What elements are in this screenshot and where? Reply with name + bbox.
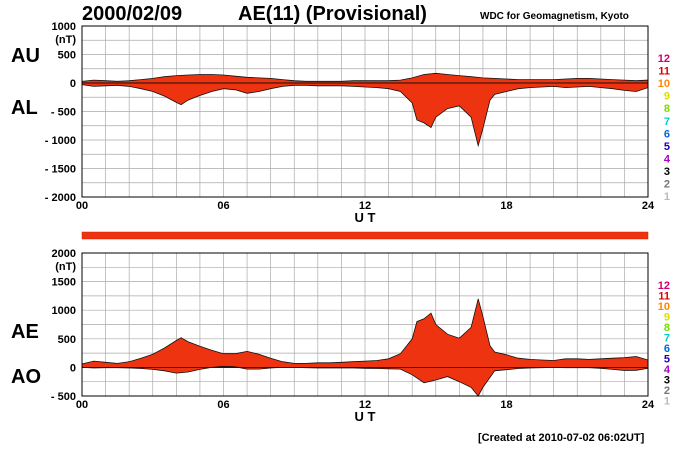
panel1-station-legend-item: 12: [658, 53, 670, 65]
panel1-station-legend-item: 10: [658, 78, 670, 90]
panel2-station-legend-item: 7: [664, 333, 670, 345]
panel1-ytick-label: - 500: [51, 107, 76, 119]
panel2-station-legend-item: 8: [664, 322, 670, 334]
panel2-ytick-label: 500: [58, 334, 76, 346]
panel1-station-legend-item: 1: [664, 191, 670, 203]
panel2-station-legend-item: 2: [664, 385, 670, 397]
panel2-ytick-label: 1000: [52, 305, 76, 317]
panel1-ytick-label: - 2000: [45, 192, 76, 204]
panel1-xtick-label: 06: [217, 200, 229, 212]
data-availability-bar: [81, 231, 649, 240]
panel2-unit-label: (nT): [55, 261, 76, 273]
panel2-station-legend-item: 1: [664, 396, 670, 408]
panel2-xtick-label: 18: [500, 399, 512, 411]
panel2-side-label-ao: AO: [11, 366, 41, 388]
panel1-station-legend-item: 7: [664, 116, 670, 128]
panel1-ytick-label: 0: [70, 78, 76, 90]
panel2-ytick-label: 1500: [52, 277, 76, 289]
panel1-frame: [81, 25, 649, 198]
panel2-station-legend-item: 3: [664, 375, 670, 387]
panel1-station-legend-item: 3: [664, 166, 670, 178]
panel1-ytick-label: - 1500: [45, 164, 76, 176]
panel1-ytick-label: - 1000: [45, 135, 76, 147]
panel2-ytick-label: - 500: [51, 391, 76, 403]
created-timestamp: [Created at 2010-07-02 06:02UT]: [478, 432, 645, 444]
panel2-station-legend-item: 11: [658, 291, 670, 303]
panel2-side-label-ae: AE: [11, 321, 39, 343]
data-source: WDC for Geomagnetism, Kyoto: [480, 11, 629, 22]
panel2-station-legend-item: 12: [658, 280, 670, 292]
chart-title: AE(11) (Provisional): [238, 3, 427, 25]
panel2-xtick-label: 24: [642, 399, 655, 411]
panel1-station-legend-item: 6: [664, 128, 670, 140]
panel1-side-label-au: AU: [11, 45, 40, 67]
chart-date: 2000/02/09: [82, 3, 183, 25]
panel2-frame: [81, 252, 649, 397]
panel2-xtick-label: 12: [359, 399, 371, 411]
panel2-ytick-label: 0: [70, 362, 76, 374]
panel1-ytick-label: 500: [58, 50, 76, 62]
panel1-ytick-label: 1000: [52, 21, 76, 33]
panel1-station-legend-item: 4: [664, 153, 671, 165]
panel2-station-legend-item: 4: [664, 364, 671, 376]
panel1-xtick-label: 12: [359, 200, 371, 212]
panel2-xtick-label: 06: [217, 399, 229, 411]
panel2-ytick-label: 2000: [52, 248, 76, 260]
panel2-series-ae: [81, 298, 649, 368]
panel1-xtick-label: 00: [76, 200, 88, 212]
panel2-station-legend-item: 10: [658, 301, 670, 313]
panel1-unit-label: (nT): [55, 34, 76, 46]
panel2-xaxis-label: U T: [355, 409, 376, 424]
panel2-station-legend-item: 6: [664, 343, 670, 355]
panel1-station-legend-item: 9: [664, 91, 670, 103]
panel1-series-al: [81, 82, 649, 148]
panel1-xtick-label: 18: [500, 200, 512, 212]
panel1-side-label-al: AL: [11, 97, 38, 119]
panel1-series-au: [81, 72, 649, 84]
panel1-station-legend-item: 11: [658, 66, 670, 78]
panel1-station-legend-item: 8: [664, 103, 670, 115]
panel1-station-legend-item: 2: [664, 179, 670, 191]
panel1-xaxis-label: U T: [355, 210, 376, 225]
panel1-xtick-label: 24: [642, 200, 655, 212]
panel2-station-legend-item: 5: [664, 354, 670, 366]
panel2-xtick-label: 00: [76, 399, 88, 411]
panel2-station-legend-item: 9: [664, 312, 670, 324]
panel1-station-legend-item: 5: [664, 141, 670, 153]
